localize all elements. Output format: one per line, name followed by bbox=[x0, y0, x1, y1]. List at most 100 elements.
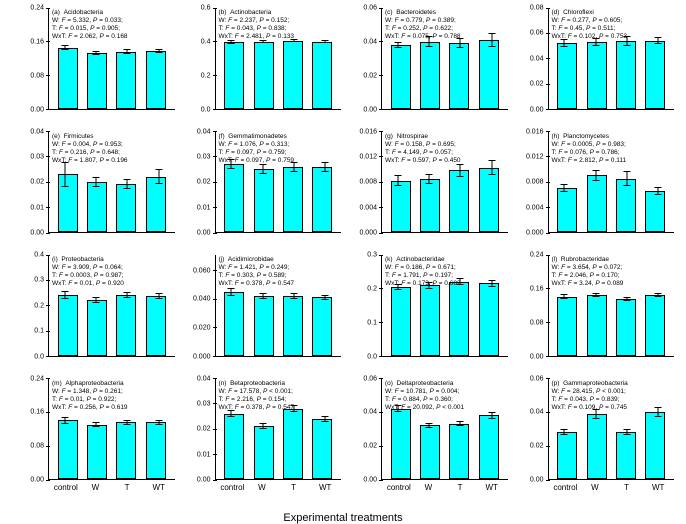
error-bar bbox=[231, 288, 232, 296]
bar bbox=[587, 42, 607, 109]
bar bbox=[254, 296, 274, 355]
error-bar bbox=[127, 420, 128, 425]
error-bar bbox=[127, 49, 128, 53]
bar bbox=[557, 43, 577, 108]
bar bbox=[283, 296, 303, 355]
ytick-label: 0.020 bbox=[193, 324, 211, 331]
ytick-label: 0.2 bbox=[201, 72, 211, 79]
bar bbox=[146, 51, 166, 109]
bar bbox=[312, 167, 332, 232]
bar bbox=[283, 167, 303, 232]
error-bar bbox=[491, 33, 492, 46]
ytick-label: 0.6 bbox=[201, 5, 211, 12]
error-bar bbox=[397, 175, 398, 185]
ytick-label: 0.008 bbox=[359, 179, 377, 186]
panel-annotation: (i) ProteobacteriaW: F = 3.909, P = 0.06… bbox=[52, 256, 124, 289]
ytick-label: 0.01 bbox=[197, 204, 211, 211]
bar bbox=[254, 42, 274, 109]
bar bbox=[116, 295, 136, 355]
error-bar bbox=[158, 49, 159, 53]
bar bbox=[420, 425, 440, 479]
error-bar bbox=[491, 280, 492, 287]
ytick-label: 0.06 bbox=[530, 375, 544, 382]
error-bar bbox=[262, 293, 263, 299]
ytick-label: 0.00 bbox=[530, 477, 544, 484]
ytick-label: 0.00 bbox=[363, 106, 377, 113]
error-bar bbox=[293, 293, 294, 299]
xtick-label: T bbox=[617, 481, 637, 494]
bar bbox=[587, 295, 607, 356]
error-bar bbox=[127, 179, 128, 189]
ytick-label: 0.00 bbox=[530, 106, 544, 113]
ytick-label: 0.02 bbox=[197, 426, 211, 433]
panel-i: 0.00.10.20.30.4(i) ProteobacteriaW: F = … bbox=[22, 253, 177, 371]
bar bbox=[587, 414, 607, 479]
bar bbox=[449, 282, 469, 356]
xtick-label: control bbox=[387, 481, 407, 494]
panel-n: 0.000.010.020.030.04(n) Betaproteobacter… bbox=[189, 377, 344, 495]
ytick-label: 0.012 bbox=[526, 153, 544, 160]
panel-a: 0.000.080.160.24(a) AcidobacteriaW: F = … bbox=[22, 6, 177, 124]
panel-annotation: (n) BetaproteobacteriaW: F = 17.578, P <… bbox=[219, 380, 295, 413]
ytick-label: 0.04 bbox=[363, 38, 377, 45]
bar bbox=[645, 412, 665, 479]
ytick-label: 0.000 bbox=[359, 230, 377, 237]
ytick-label: 0.16 bbox=[30, 38, 44, 45]
error-bar bbox=[64, 417, 65, 424]
error-bar bbox=[564, 429, 565, 436]
ytick-label: 0.008 bbox=[526, 179, 544, 186]
ytick-label: 0.02 bbox=[530, 443, 544, 450]
ytick-label: 0.08 bbox=[530, 319, 544, 326]
ytick-label: 0.02 bbox=[363, 443, 377, 450]
bar bbox=[616, 179, 636, 232]
bar bbox=[224, 164, 244, 232]
error-bar bbox=[658, 37, 659, 45]
xtick-label: T bbox=[117, 481, 137, 494]
error-bar bbox=[626, 429, 627, 436]
bar bbox=[87, 300, 107, 355]
xtick-label: W bbox=[252, 481, 272, 494]
bar bbox=[616, 299, 636, 356]
ytick-label: 0.1 bbox=[367, 319, 377, 326]
panel-m: 0.000.080.160.24(m) AlphaproteobacteriaW… bbox=[22, 377, 177, 495]
bar bbox=[479, 40, 499, 109]
error-bar bbox=[96, 297, 97, 303]
ytick-label: 0.004 bbox=[526, 204, 544, 211]
ytick-label: 0.0 bbox=[34, 353, 44, 360]
xtick-label: W bbox=[418, 481, 438, 494]
ytick-label: 0.01 bbox=[197, 451, 211, 458]
ytick-label: 0.16 bbox=[530, 285, 544, 292]
ytick-label: 0.03 bbox=[30, 153, 44, 160]
bar bbox=[479, 415, 499, 479]
panel-l: 0.000.080.160.24(l) RubrobacteridaeW: F … bbox=[522, 253, 677, 371]
panel-k: 0.00.10.20.3(k) ActinobacteridaeW: F = 0… bbox=[355, 253, 510, 371]
error-bar bbox=[658, 293, 659, 297]
panel-annotation: (p) GammaproteobacteriaW: F = 28.415, P … bbox=[552, 380, 628, 413]
bar bbox=[645, 191, 665, 232]
ytick-label: 0.06 bbox=[363, 375, 377, 382]
bar bbox=[449, 43, 469, 108]
ytick-label: 0.08 bbox=[30, 72, 44, 79]
error-bar bbox=[658, 187, 659, 195]
ytick-label: 0.04 bbox=[197, 375, 211, 382]
bar bbox=[391, 45, 411, 109]
xtick-label: WT bbox=[315, 481, 335, 494]
ytick-label: 0.04 bbox=[30, 128, 44, 135]
ytick-label: 0.3 bbox=[34, 277, 44, 284]
bar bbox=[146, 422, 166, 479]
bar bbox=[116, 184, 136, 232]
ytick-label: 0.016 bbox=[359, 128, 377, 135]
xtick-label: T bbox=[284, 481, 304, 494]
panel-annotation: (j) AcidimicrobidaeW: F = 1.421, P = 0.2… bbox=[219, 256, 295, 289]
bar bbox=[254, 169, 274, 232]
bar bbox=[87, 425, 107, 479]
bar bbox=[616, 432, 636, 479]
error-bar bbox=[96, 51, 97, 55]
ytick-label: 0.02 bbox=[530, 81, 544, 88]
x-ticks: controlWTWT bbox=[548, 481, 675, 494]
error-bar bbox=[491, 412, 492, 419]
bar bbox=[645, 295, 665, 356]
bar bbox=[479, 283, 499, 355]
ytick-label: 0.4 bbox=[201, 38, 211, 45]
panel-annotation: (f) GemmatimonadetesW: F = 1.076, P = 0.… bbox=[219, 133, 295, 166]
